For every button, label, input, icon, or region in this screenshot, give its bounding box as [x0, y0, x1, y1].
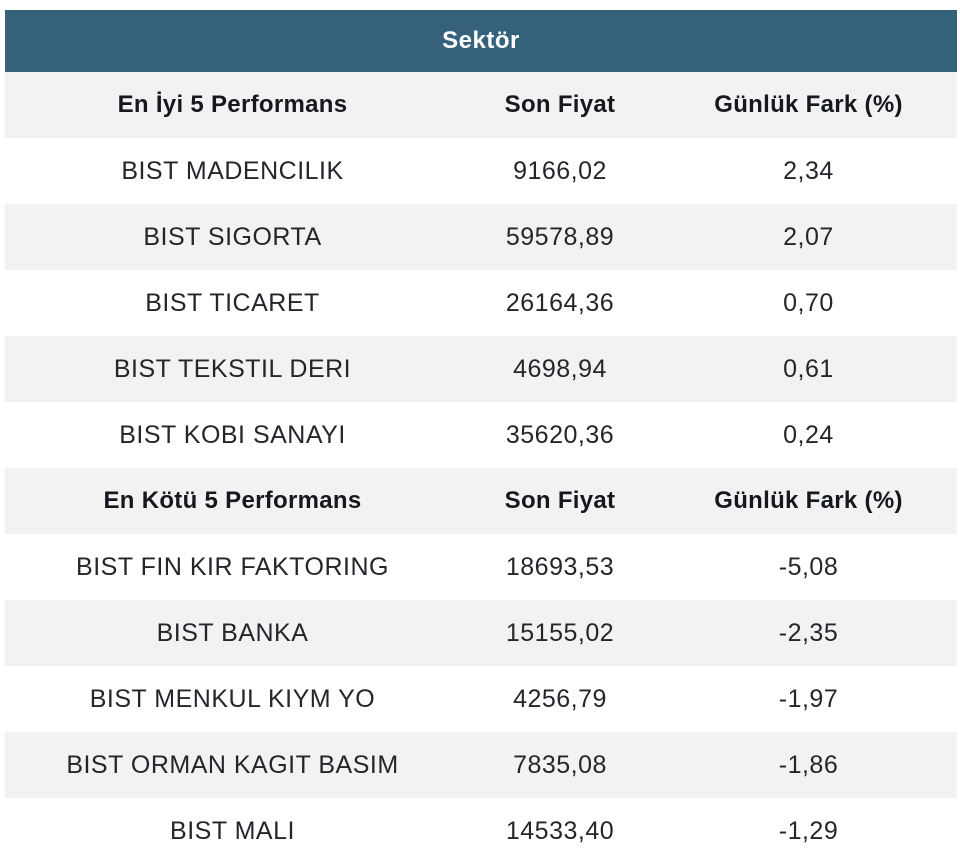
- table-row: BIST MADENCILIK 9166,02 2,34: [5, 138, 957, 204]
- sector-name: BIST FIN KIR FAKTORING: [76, 552, 389, 581]
- last-price: 15155,02: [505, 618, 615, 647]
- table-row: BIST FIN KIR FAKTORING 18693,53 -5,08: [5, 534, 957, 600]
- sector-performance-widget: Sektör En İyi 5 Performans Son Fiyat Gün…: [5, 10, 957, 860]
- daily-change: 2,34: [783, 156, 834, 185]
- table-row: BIST TEKSTIL DERI 4698,94 0,61: [5, 336, 957, 402]
- last-price: 4698,94: [513, 354, 607, 383]
- sector-name: BIST TEKSTIL DERI: [113, 354, 352, 383]
- last-price-column-header: Son Fiyat: [504, 487, 616, 514]
- daily-change: 0,61: [783, 354, 834, 383]
- daily-change-column-header: Günlük Fark (%): [714, 487, 903, 514]
- sector-name: BIST BANKA: [156, 618, 309, 647]
- table-row: BIST BANKA 15155,02 -2,35: [5, 600, 957, 666]
- daily-change: 2,07: [783, 222, 834, 251]
- table-row: BIST MENKUL KIYM YO 4256,79 -1,97: [5, 666, 957, 732]
- table-row: BIST TICARET 26164,36 0,70: [5, 270, 957, 336]
- last-price: 4256,79: [513, 684, 607, 713]
- sector-name: BIST MALI: [170, 816, 295, 845]
- sector-name: BIST ORMAN KAGIT BASIM: [66, 750, 399, 779]
- daily-change: -1,29: [778, 816, 839, 845]
- last-price: 9166,02: [513, 156, 607, 185]
- last-price: 59578,89: [505, 222, 615, 251]
- sector-name: BIST MENKUL KIYM YO: [89, 684, 376, 713]
- sector-name: BIST MADENCILIK: [121, 156, 344, 185]
- last-price-column-header: Son Fiyat: [504, 91, 616, 118]
- sector-name: BIST SIGORTA: [143, 222, 322, 251]
- table-title-bar: Sektör: [5, 10, 957, 72]
- best-performers-header-row: En İyi 5 Performans Son Fiyat Günlük Far…: [5, 72, 957, 138]
- sector-name: BIST KOBI SANAYI: [119, 420, 346, 449]
- daily-change: -2,35: [778, 618, 839, 647]
- worst-performers-section-label: En Kötü 5 Performans: [103, 487, 362, 514]
- daily-change: 0,24: [783, 420, 834, 449]
- table-row: BIST MALI 14533,40 -1,29: [5, 798, 957, 860]
- table-row: BIST ORMAN KAGIT BASIM 7835,08 -1,86: [5, 732, 957, 798]
- table-row: BIST KOBI SANAYI 35620,36 0,24: [5, 402, 957, 468]
- last-price: 26164,36: [505, 288, 615, 317]
- last-price: 14533,40: [505, 816, 615, 845]
- last-price: 35620,36: [505, 420, 615, 449]
- table-title: Sektör: [442, 27, 520, 54]
- table-row: BIST SIGORTA 59578,89 2,07: [5, 204, 957, 270]
- sector-name: BIST TICARET: [145, 288, 320, 317]
- sector-performance-table: En İyi 5 Performans Son Fiyat Günlük Far…: [5, 72, 957, 860]
- worst-performers-header-row: En Kötü 5 Performans Son Fiyat Günlük Fa…: [5, 468, 957, 534]
- best-performers-section-label: En İyi 5 Performans: [117, 91, 348, 118]
- last-price: 18693,53: [505, 552, 615, 581]
- daily-change: -1,86: [778, 750, 839, 779]
- daily-change: -5,08: [778, 552, 839, 581]
- daily-change: -1,97: [778, 684, 839, 713]
- last-price: 7835,08: [513, 750, 607, 779]
- daily-change-column-header: Günlük Fark (%): [714, 91, 903, 118]
- daily-change: 0,70: [783, 288, 834, 317]
